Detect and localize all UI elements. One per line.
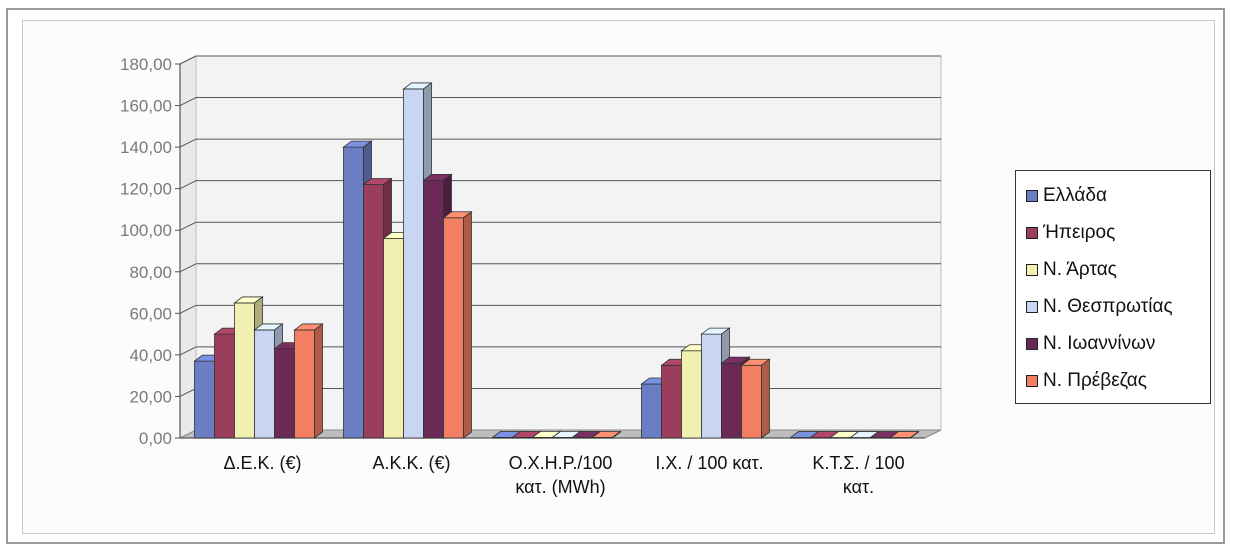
bar-side — [314, 323, 323, 439]
bar-side — [910, 430, 919, 439]
bar-front — [343, 146, 364, 439]
legend-label: Ν. Ιωαννίνων — [1043, 332, 1156, 354]
gridline-side — [179, 97, 197, 107]
bar — [889, 430, 920, 439]
bar — [740, 358, 771, 439]
y-tick-label: 40,00 — [129, 346, 172, 365]
legend-label: Ν. Άρτας — [1043, 258, 1117, 280]
y-tick-label: 20,00 — [129, 387, 172, 406]
x-tick-label: Κ.Τ.Σ. / 100 κατ. — [812, 453, 905, 497]
bar — [293, 323, 324, 439]
bar-front — [423, 179, 444, 439]
bar-front — [681, 350, 702, 439]
bar-front — [403, 88, 424, 439]
bar-side — [761, 358, 770, 439]
legend-swatch — [1026, 263, 1038, 276]
bar-front — [274, 348, 295, 439]
legend-swatch — [1026, 337, 1038, 350]
x-tick-label: Ο.Χ.Η.Ρ./100 κατ. (MWh) — [508, 453, 613, 497]
gridline-side — [179, 138, 197, 148]
bar-front — [363, 184, 384, 439]
legend: Ελλάδα Ήπειρος Ν. Άρτας Ν. Θεσπρωτίας Ν. Ιωα… — [1015, 170, 1211, 404]
y-tick-label: 100,00 — [120, 221, 172, 240]
y-tick-label: 80,00 — [129, 263, 172, 282]
legend-label: Ελλάδα — [1043, 184, 1107, 206]
gridline-side — [179, 304, 197, 314]
bar-front — [383, 238, 404, 439]
legend-item: Ν. Ιωαννίνων — [1026, 325, 1210, 362]
bar-front — [661, 364, 682, 439]
legend-swatch — [1026, 189, 1038, 202]
legend-label: Ν. Θεσπρωτίας — [1043, 295, 1173, 317]
x-tick-label: Α.Κ.Κ. (€) — [372, 453, 451, 473]
gridline-side — [179, 55, 197, 65]
plot-side-wall — [179, 55, 197, 439]
y-tick-label: 160,00 — [120, 97, 172, 116]
y-tick-label: 180,00 — [120, 55, 172, 74]
bar-front — [701, 333, 722, 439]
bar-front — [214, 333, 235, 439]
legend-item: Ήπειρος — [1026, 214, 1210, 251]
gridline-side — [179, 221, 197, 231]
bar-front — [741, 364, 762, 439]
legend-label: Ν. Πρέβεζας — [1043, 369, 1147, 391]
bar-front — [721, 362, 742, 439]
bar-side — [463, 210, 472, 439]
x-tick-label: Δ.Ε.Κ. (€) — [223, 453, 302, 473]
bar — [442, 210, 473, 439]
legend-swatch — [1026, 300, 1038, 313]
bar-front — [254, 329, 275, 439]
bar-side — [612, 430, 621, 439]
bar — [591, 430, 622, 439]
y-tick-label: 60,00 — [129, 304, 172, 323]
bar-front — [443, 217, 464, 439]
bar-front — [294, 329, 315, 439]
bar-front — [234, 302, 255, 439]
legend-item: Ελλάδα — [1026, 177, 1210, 214]
gridline-side — [179, 346, 197, 356]
gridline-side — [179, 263, 197, 273]
y-tick-label: 0,00 — [139, 429, 172, 448]
legend-label: Ήπειρος — [1043, 221, 1116, 243]
legend-item: Ν. Άρτας — [1026, 251, 1210, 288]
y-tick-label: 140,00 — [120, 138, 172, 157]
bar-front — [641, 383, 662, 439]
legend-item: Ν. Πρέβεζας — [1026, 362, 1210, 399]
legend-item: Ν. Θεσπρωτίας — [1026, 288, 1210, 325]
gridline-side — [179, 387, 197, 397]
gridline-side — [179, 180, 197, 190]
legend-swatch — [1026, 226, 1038, 239]
bar-front — [194, 360, 215, 439]
x-tick-label: Ι.Χ. / 100 κατ. — [655, 453, 764, 473]
legend-swatch — [1026, 374, 1038, 387]
y-tick-label: 120,00 — [120, 180, 172, 199]
